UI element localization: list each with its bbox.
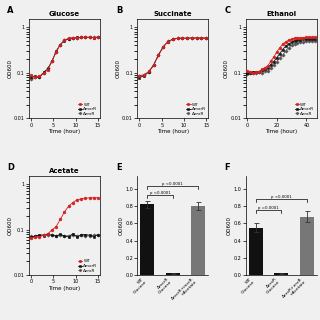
Text: A: A (7, 6, 14, 15)
Text: p <0.0001: p <0.0001 (150, 191, 171, 195)
X-axis label: Time (hour): Time (hour) (48, 129, 81, 134)
Legend: WT, ΔmxrR, ΔerxR: WT, ΔmxrR, ΔerxR (294, 102, 315, 116)
Text: D: D (7, 163, 14, 172)
Y-axis label: OD600: OD600 (119, 216, 124, 235)
Y-axis label: OD600: OD600 (224, 59, 229, 78)
Bar (140, 204, 154, 275)
X-axis label: Time (hour): Time (hour) (48, 286, 81, 291)
Y-axis label: OD600: OD600 (227, 216, 232, 235)
Text: p <0.0001: p <0.0001 (271, 195, 292, 199)
Y-axis label: OD600: OD600 (7, 216, 12, 235)
Text: p <0.0001: p <0.0001 (163, 182, 183, 186)
Title: Glucose: Glucose (49, 12, 80, 17)
Bar (249, 228, 263, 275)
Text: B: B (116, 6, 122, 15)
Bar (274, 274, 288, 275)
Title: Ethanol: Ethanol (266, 12, 296, 17)
Text: F: F (224, 163, 230, 172)
Text: C: C (224, 6, 230, 15)
Bar (300, 217, 314, 275)
Y-axis label: OD600: OD600 (7, 59, 12, 78)
Bar (191, 206, 205, 275)
Text: p =0.0001: p =0.0001 (258, 206, 279, 211)
Legend: WT, ΔmxrR, ΔerxR: WT, ΔmxrR, ΔerxR (78, 102, 98, 116)
Legend: WT, ΔmxrR, ΔerxR: WT, ΔmxrR, ΔerxR (78, 259, 98, 273)
X-axis label: Time (hour): Time (hour) (265, 129, 297, 134)
Bar (166, 274, 180, 275)
Text: E: E (116, 163, 121, 172)
Title: Succinate: Succinate (154, 12, 192, 17)
X-axis label: Time (hour): Time (hour) (157, 129, 189, 134)
Legend: WT, ΔmxrR, ΔerxR: WT, ΔmxrR, ΔerxR (186, 102, 206, 116)
Title: Acetate: Acetate (49, 168, 80, 174)
Y-axis label: OD600: OD600 (116, 59, 121, 78)
